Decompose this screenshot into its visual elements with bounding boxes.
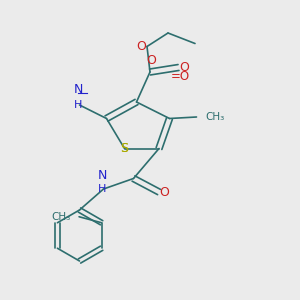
Text: O: O xyxy=(160,185,169,199)
Text: H: H xyxy=(74,100,82,110)
Text: =O: =O xyxy=(171,70,190,83)
Text: N: N xyxy=(97,169,107,182)
Text: S: S xyxy=(121,142,128,155)
Text: O: O xyxy=(147,53,156,67)
Text: CH₃: CH₃ xyxy=(51,212,71,222)
Text: CH₃: CH₃ xyxy=(206,112,225,122)
Text: H: H xyxy=(98,184,106,194)
Text: O: O xyxy=(179,61,189,74)
Text: N: N xyxy=(73,83,83,97)
Text: O: O xyxy=(137,40,146,53)
Text: S: S xyxy=(121,142,128,155)
